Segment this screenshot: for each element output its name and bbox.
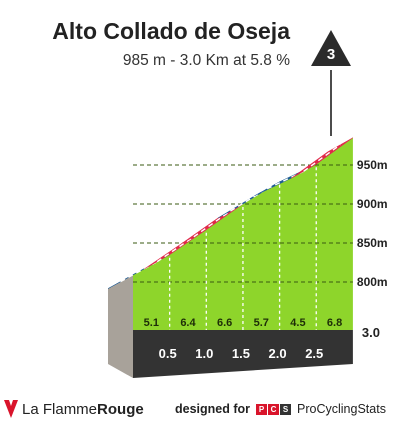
category-badge: 3 (311, 30, 351, 136)
chart-title: Alto Collado de Oseja (52, 18, 290, 44)
designed-for: designed for P C S ProCyclingStats (175, 402, 386, 416)
distance-tick-3.0: 3.0 (362, 325, 380, 340)
distance-tick-2.0: 2.0 (269, 346, 287, 361)
profile-side-wall (108, 274, 133, 378)
gradient-label-6: 6.8 (327, 317, 342, 329)
brand: La FlammeRouge (4, 400, 144, 418)
climb-profile-chart: 5.1 6.4 6.6 5.7 4.5 6.8 0.5 1.0 1.5 2.0 2.5 3.0 800m… (107, 30, 388, 378)
road-centerline-5 (266, 170, 305, 190)
distance-tick-2.5: 2.5 (305, 346, 323, 361)
pcs-name: ProCyclingStats (297, 402, 386, 416)
distance-tick-1.5: 1.5 (232, 346, 250, 361)
altitude-tick-800m: 800m (357, 275, 388, 289)
road-centerline-6 (303, 144, 341, 172)
gradient-label-5: 4.5 (290, 317, 305, 329)
pcs-logo-letter-p: P (256, 403, 268, 415)
road-centerline-4 (230, 188, 268, 212)
altitude-tick-950m: 950m (357, 158, 388, 172)
distance-tick-1.0: 1.0 (195, 346, 213, 361)
brand-name-bold: Rouge (97, 400, 144, 418)
footer: La FlammeRouge designed for P C S ProCyc… (0, 398, 405, 424)
brand-name: La FlammeRouge (22, 401, 144, 418)
distance-tick-0.5: 0.5 (159, 346, 177, 361)
gradient-label-2: 6.4 (180, 317, 196, 329)
gradient-label-4: 5.7 (254, 317, 269, 329)
road-centerline-1 (120, 261, 158, 283)
distance-base-strip (133, 330, 353, 378)
designed-for-label: designed for (175, 402, 251, 416)
altitude-tick-900m: 900m (357, 197, 388, 211)
chart-subtitle: 985 m - 3.0 Km at 5.8 % (122, 52, 290, 69)
pcs-logo-letter-c: C (268, 403, 280, 415)
road-centerline-2 (156, 236, 195, 263)
pcs-logo-letter-s: S (280, 403, 292, 415)
flamme-rouge-icon (4, 400, 18, 418)
altitude-tick-850m: 850m (357, 236, 388, 250)
gradient-label-3: 6.6 (217, 317, 232, 329)
category-badge-label: 3 (327, 46, 335, 63)
road-centerline-3 (193, 210, 231, 238)
gradient-label-1: 5.1 (144, 317, 159, 329)
brand-name-regular: La Flamme (22, 400, 98, 418)
